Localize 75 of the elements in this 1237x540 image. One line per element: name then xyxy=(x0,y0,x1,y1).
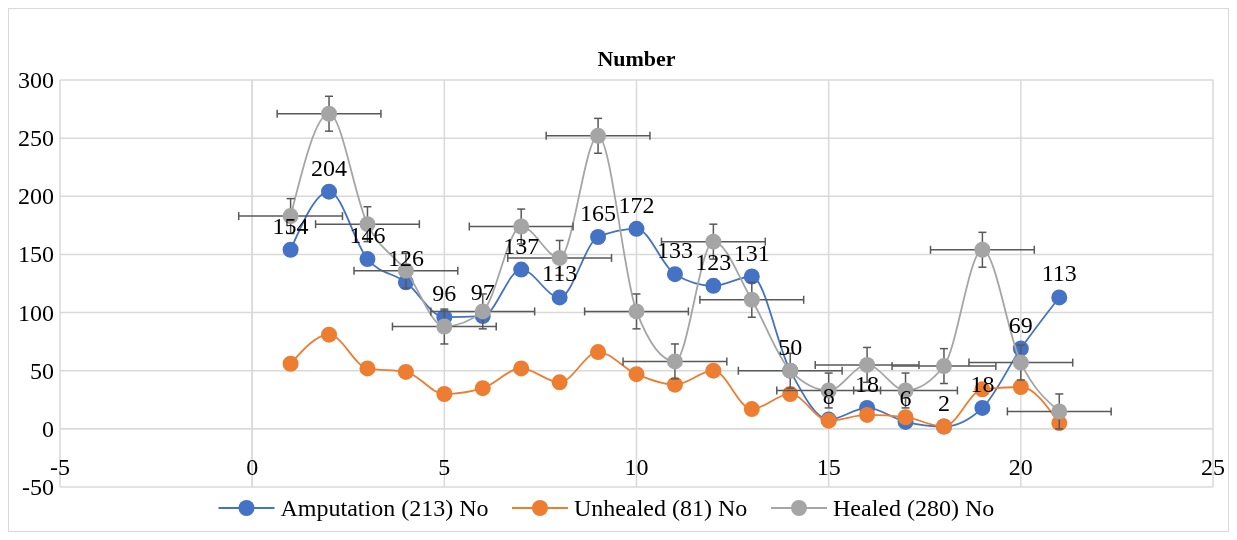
point xyxy=(436,318,453,335)
point xyxy=(974,399,991,416)
data-label: 69 xyxy=(1008,311,1033,338)
point xyxy=(628,366,645,383)
x-tick-label: 10 xyxy=(624,453,649,480)
legend-label: Healed (280) No xyxy=(833,495,995,521)
point xyxy=(474,303,491,320)
legend-label: Unhealed (81) No xyxy=(574,495,748,521)
point xyxy=(359,360,376,377)
data-label: 204 xyxy=(311,154,348,181)
legend-label: Amputation (213) No xyxy=(280,495,489,521)
point xyxy=(474,380,491,397)
point xyxy=(628,220,645,237)
point xyxy=(743,268,760,285)
data-label: 6 xyxy=(899,384,912,411)
data-label: 8 xyxy=(822,382,835,409)
y-tick-label: 250 xyxy=(18,125,54,152)
data-label: 123 xyxy=(695,248,732,275)
x-tick-label: 5 xyxy=(438,453,451,480)
point xyxy=(705,362,722,379)
point xyxy=(551,289,568,306)
data-label: 165 xyxy=(580,199,617,226)
point xyxy=(705,233,722,250)
point xyxy=(666,353,683,370)
chart-title: Number xyxy=(597,46,676,71)
point xyxy=(321,105,338,122)
data-label: 126 xyxy=(387,245,424,272)
point xyxy=(590,228,607,245)
point xyxy=(1051,403,1068,420)
data-label: 172 xyxy=(618,191,655,218)
point xyxy=(859,356,876,373)
point xyxy=(397,363,414,380)
y-tick-label: 200 xyxy=(18,183,54,210)
point xyxy=(974,241,991,258)
point xyxy=(590,127,607,144)
data-label: 113 xyxy=(1041,260,1077,287)
point xyxy=(436,385,453,402)
data-label: 133 xyxy=(656,237,693,264)
data-label: 18 xyxy=(970,370,995,397)
y-tick-label: 100 xyxy=(18,299,54,326)
x-tick-label: 25 xyxy=(1201,453,1225,480)
data-label: 2 xyxy=(937,389,950,416)
x-tick-label: 0 xyxy=(246,453,259,480)
x-tick-label: 15 xyxy=(816,453,841,480)
point xyxy=(897,409,914,426)
point xyxy=(743,401,760,418)
x-tick-label: 20 xyxy=(1008,453,1033,480)
point xyxy=(1012,378,1029,395)
data-label: 96 xyxy=(432,280,457,307)
y-tick-label: 50 xyxy=(30,357,54,384)
data-label: 97 xyxy=(470,279,495,306)
point xyxy=(935,358,952,375)
data-label: 131 xyxy=(733,239,770,266)
point xyxy=(282,355,299,372)
point xyxy=(513,360,530,377)
y-tick-label: 0 xyxy=(42,415,54,442)
point xyxy=(282,241,299,258)
y-tick-label: 300 xyxy=(18,67,54,93)
point xyxy=(359,251,376,268)
point xyxy=(705,277,722,294)
point xyxy=(513,218,530,235)
point xyxy=(859,406,876,423)
data-label: 137 xyxy=(503,232,540,259)
point xyxy=(321,183,338,200)
point xyxy=(321,326,338,343)
point xyxy=(666,376,683,393)
point xyxy=(628,303,645,320)
point xyxy=(551,374,568,391)
point xyxy=(743,291,760,308)
point xyxy=(513,261,530,278)
point xyxy=(590,344,607,361)
point xyxy=(1051,289,1068,306)
point xyxy=(666,266,683,283)
y-tick-label: 150 xyxy=(18,241,54,268)
point xyxy=(1012,354,1029,371)
